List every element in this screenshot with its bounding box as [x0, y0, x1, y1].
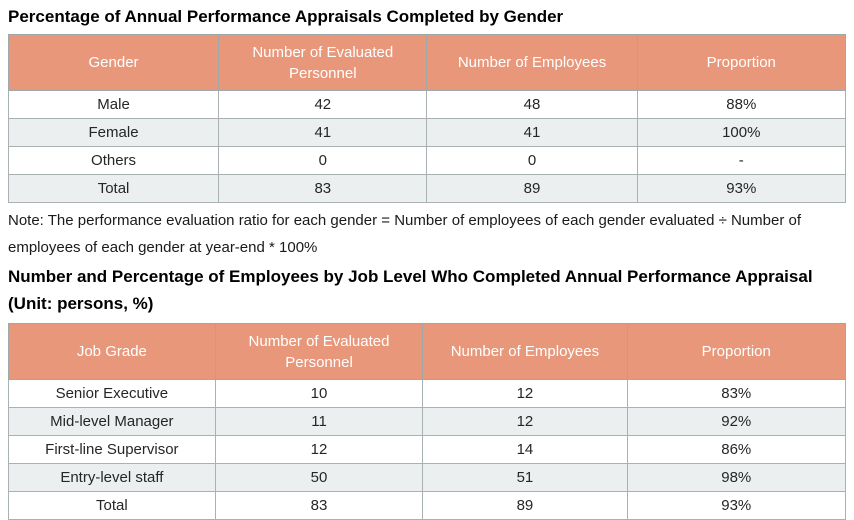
value-cell: 0 [426, 146, 638, 175]
table-row: First-line Supervisor 12 14 86% [8, 435, 847, 464]
value-cell: 12 [214, 435, 424, 464]
row-label-cell: Total [7, 174, 220, 203]
value-cell: - [636, 146, 847, 175]
value-cell: 92% [626, 407, 847, 436]
table-row: Others 0 0- [7, 146, 847, 175]
job-level-table-body: Senior Executive 10 12 83% Mid-level Manager… [8, 379, 847, 520]
value-cell: 100% [636, 118, 847, 147]
table-row: Entry-level staff 50 51 98% [8, 463, 847, 492]
value-cell: 12 [422, 379, 628, 408]
row-label-cell: Senior Executive [8, 379, 216, 408]
table-row: Senior Executive 10 12 83% [8, 379, 847, 408]
value-cell: 86% [626, 435, 847, 464]
job-level-appraisal-table: Job Grade Number of Evaluated Personnel Nu… [8, 323, 847, 520]
value-cell: 42 [218, 90, 428, 119]
row-label-cell: Female [7, 118, 220, 147]
value-cell: 41 [218, 118, 428, 147]
column-header: Job Grade [8, 323, 216, 380]
value-cell: 93% [626, 491, 847, 520]
gender-ratio-note: Note: The performance evaluation ratio f… [8, 212, 802, 256]
gender-table-title: Percentage of Annual Performance Apprais… [8, 7, 564, 26]
table-row: Total 83 89 93% [7, 174, 847, 203]
value-cell: 14 [422, 435, 628, 464]
value-cell: 50 [214, 463, 424, 492]
value-cell: 48 [426, 90, 638, 119]
row-label-cell: Others [7, 146, 220, 175]
value-cell: 51 [422, 463, 628, 492]
job-level-table-title: Number and Percentage of Employees by Jo… [8, 267, 813, 313]
value-cell: 88% [636, 90, 847, 119]
gender-table-header-row: Gender Number of Evaluated Personnel Numbe… [7, 34, 847, 91]
row-label-cell: Mid-level Manager [8, 407, 216, 436]
value-cell: 83 [218, 174, 428, 203]
gender-appraisal-table: Gender Number of Evaluated Personnel Numbe… [7, 34, 847, 203]
column-header: Number of Evaluated Personnel [218, 34, 428, 91]
value-cell: 89 [426, 174, 638, 203]
value-cell: 93% [636, 174, 847, 203]
column-header: Number of Employees [426, 34, 638, 91]
value-cell: 83 [214, 491, 424, 520]
table-row: Mid-level Manager 11 12 92% [8, 407, 847, 436]
column-header: Gender [7, 34, 220, 91]
value-cell: 10 [214, 379, 424, 408]
value-cell: 98% [626, 463, 847, 492]
job-level-table-header-row: Job Grade Number of Evaluated Personnel Nu… [8, 323, 847, 380]
row-label-cell: First-line Supervisor [8, 435, 216, 464]
row-label-cell: Male [7, 90, 220, 119]
row-label-cell: Entry-level staff [8, 463, 216, 492]
column-header: Proportion [626, 323, 847, 380]
row-label-cell: Total [8, 491, 216, 520]
column-header: Proportion [636, 34, 847, 91]
table-row: Male 42 48 88% [7, 90, 847, 119]
table-row: Female 41 41 100% [7, 118, 847, 147]
value-cell: 12 [422, 407, 628, 436]
value-cell: 83% [626, 379, 847, 408]
value-cell: 0 [218, 146, 428, 175]
table-row: Total 83 89 93% [8, 491, 847, 520]
value-cell: 41 [426, 118, 638, 147]
value-cell: 89 [422, 491, 628, 520]
column-header: Number of Evaluated Personnel [214, 323, 424, 380]
column-header: Number of Employees [422, 323, 628, 380]
gender-table-body: Male 42 48 88% Female 41 41 100% Others 0 0- Total 8… [7, 90, 847, 203]
value-cell: 11 [214, 407, 424, 436]
